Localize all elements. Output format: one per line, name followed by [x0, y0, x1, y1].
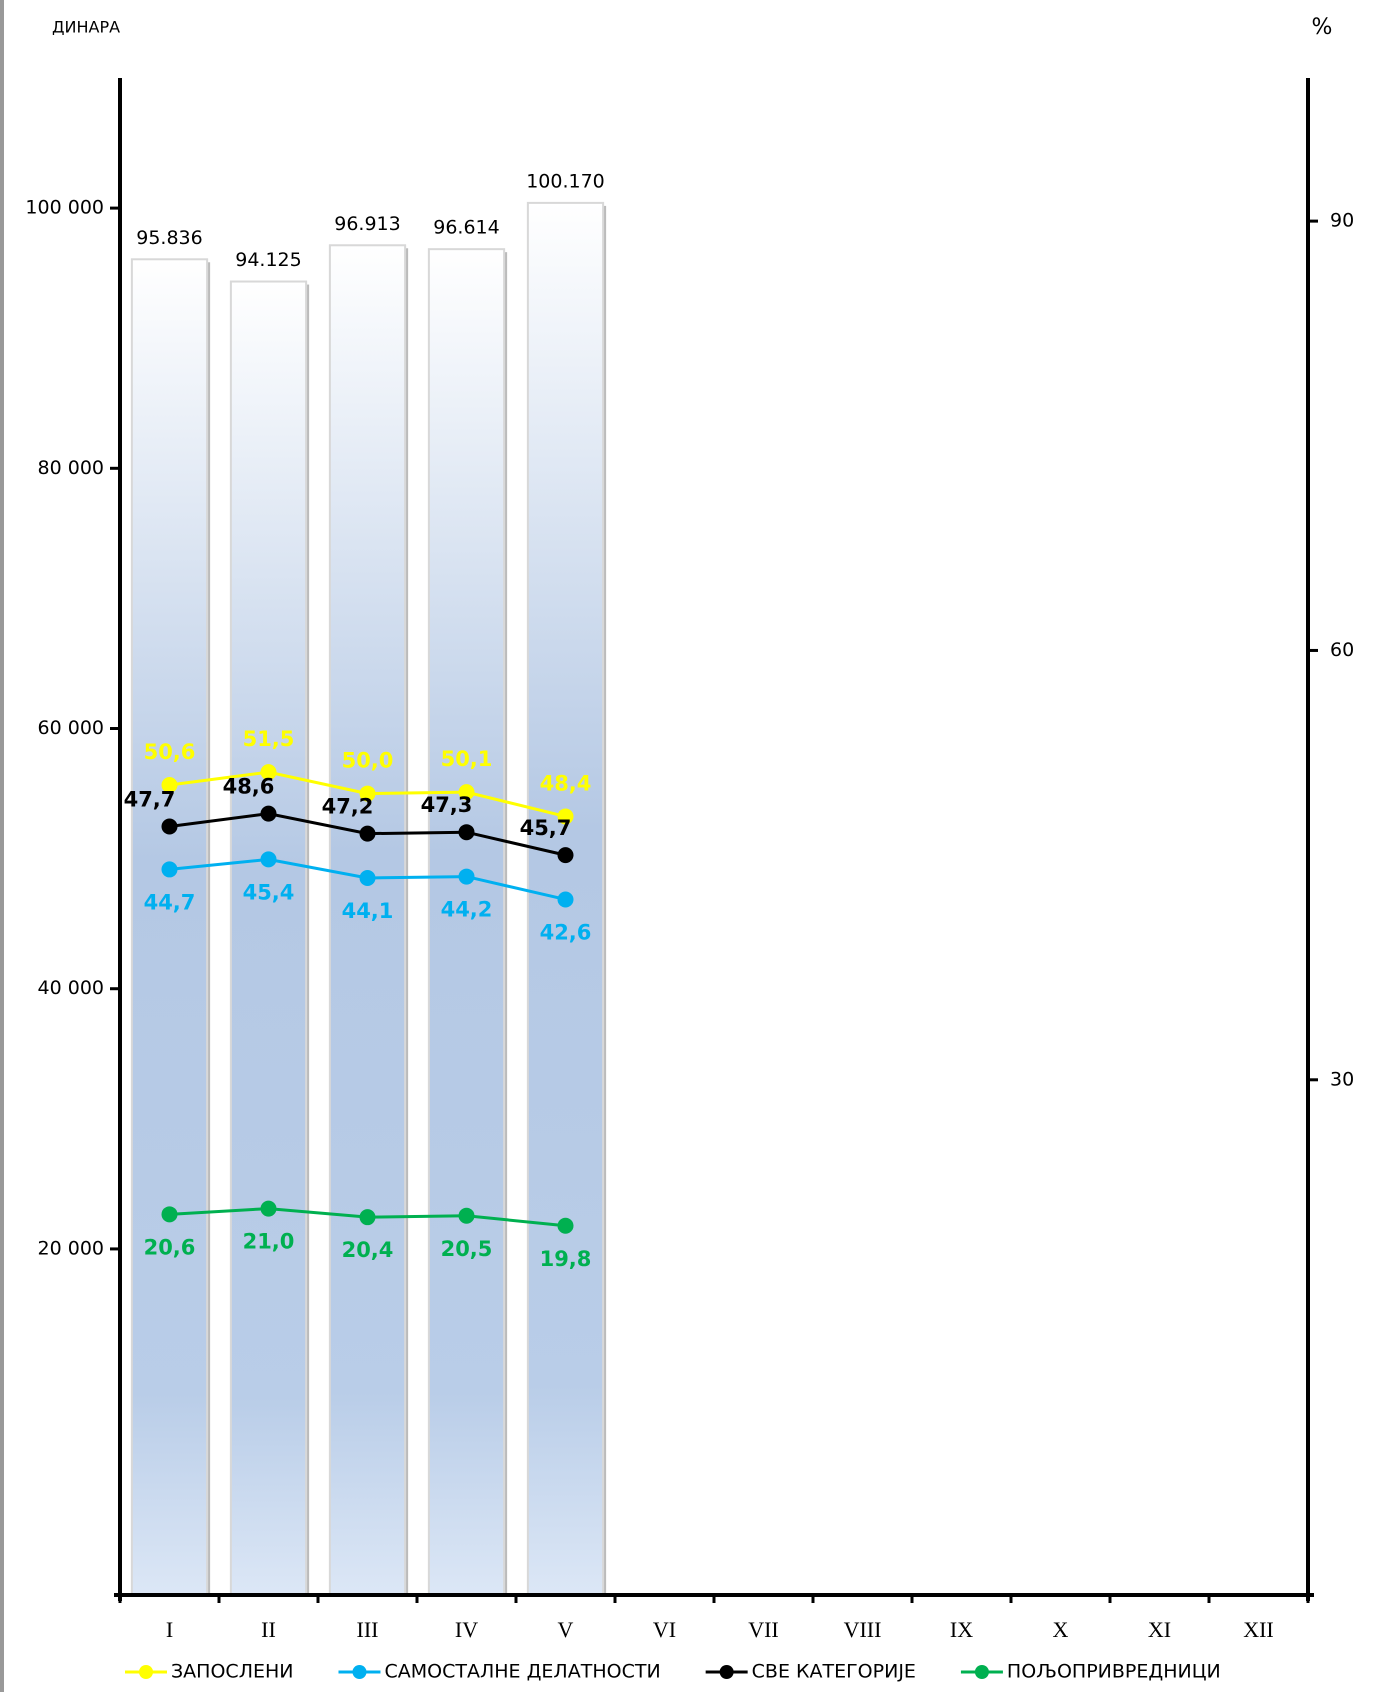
y2-tick-label: 90	[1330, 210, 1354, 232]
left-border	[0, 0, 4, 1692]
point-label: 50,0	[342, 749, 394, 773]
bar-value-label: 96.614	[433, 217, 499, 239]
series-point	[359, 870, 376, 887]
legend-marker	[974, 1665, 989, 1679]
x-tick-label: III	[357, 1617, 379, 1642]
point-label: 44,1	[342, 899, 394, 923]
point-label: 47,3	[421, 793, 473, 817]
y2-axis-label: %	[1312, 15, 1333, 40]
point-label: 21,0	[243, 1230, 295, 1254]
point-label: 50,1	[441, 747, 493, 771]
legend-marker	[352, 1665, 367, 1679]
bar-value-label: 96.913	[334, 213, 400, 235]
point-label: 44,7	[144, 890, 196, 914]
series-point	[557, 1217, 574, 1234]
y-tick-label: 20 000	[38, 1237, 104, 1259]
y-axis-label: ДИНАРА	[52, 18, 120, 37]
series-point	[260, 851, 277, 868]
x-tick-label: VI	[653, 1617, 676, 1642]
legend-label: ПОЉОПРИВРЕДНИЦИ	[1007, 1661, 1221, 1683]
bar	[130, 258, 209, 1597]
series-point	[458, 784, 475, 801]
point-label: 47,2	[322, 795, 374, 819]
y2-tick-label: 30	[1330, 1068, 1354, 1090]
legend-label: СВЕ КАТЕГОРИЈЕ	[752, 1661, 916, 1683]
legend-label: САМОСТАЛНЕ ДЕЛАТНОСТИ	[384, 1661, 660, 1683]
y-tick-label: 100 000	[25, 197, 104, 219]
x-tick-label: VIII	[844, 1617, 882, 1642]
y-tick-label: 60 000	[38, 717, 104, 739]
point-label: 20,6	[144, 1235, 196, 1259]
x-tick-label: II	[261, 1617, 276, 1642]
x-tick-label: X	[1053, 1617, 1069, 1642]
series-point	[557, 847, 574, 864]
x-tick-label: IV	[455, 1617, 478, 1642]
series-point	[359, 1209, 376, 1226]
x-tick-label: I	[166, 1617, 173, 1642]
legend-label: ЗАПОСЛЕНИ	[171, 1661, 293, 1683]
series-point	[161, 1206, 178, 1223]
series-point	[161, 776, 178, 793]
y2-tick-label: 60	[1330, 639, 1354, 661]
point-label: 45,4	[243, 880, 295, 904]
series-point	[557, 808, 574, 825]
bar-value-label: 100.170	[526, 170, 605, 192]
point-label: 42,6	[540, 920, 592, 944]
series-point	[359, 825, 376, 842]
x-tick-label: IX	[950, 1617, 973, 1642]
x-tick-label: XII	[1243, 1617, 1274, 1642]
series-point	[260, 1200, 277, 1217]
series-point	[161, 818, 178, 835]
point-label: 48,6	[223, 775, 275, 799]
bar-value-label: 95.836	[136, 227, 202, 249]
point-label: 45,7	[520, 816, 572, 840]
point-label: 20,5	[441, 1237, 493, 1261]
x-tick-label: XI	[1148, 1617, 1171, 1642]
point-label: 19,8	[540, 1247, 592, 1271]
y-tick-label: 40 000	[38, 977, 104, 999]
series-point	[260, 764, 277, 781]
bar	[328, 244, 407, 1596]
series-point	[161, 861, 178, 878]
legend-marker	[719, 1665, 734, 1679]
series-point	[458, 824, 475, 841]
series-point	[557, 891, 574, 908]
point-label: 44,2	[441, 898, 493, 922]
bar-value-label: 94.125	[235, 249, 301, 271]
legend-marker	[139, 1665, 153, 1679]
bar	[427, 248, 506, 1596]
point-label: 48,4	[540, 771, 592, 795]
series-point	[260, 805, 277, 822]
x-tick-label: V	[558, 1617, 574, 1642]
point-label: 51,5	[243, 727, 295, 751]
point-label: 20,4	[342, 1238, 394, 1262]
y-tick-label: 80 000	[38, 457, 104, 479]
series-point	[458, 868, 475, 885]
point-label: 47,7	[124, 787, 176, 811]
bar	[229, 280, 308, 1597]
series-point	[458, 1207, 475, 1224]
x-tick-label: VII	[748, 1617, 779, 1642]
point-label: 50,6	[144, 740, 196, 764]
series-point	[359, 785, 376, 802]
